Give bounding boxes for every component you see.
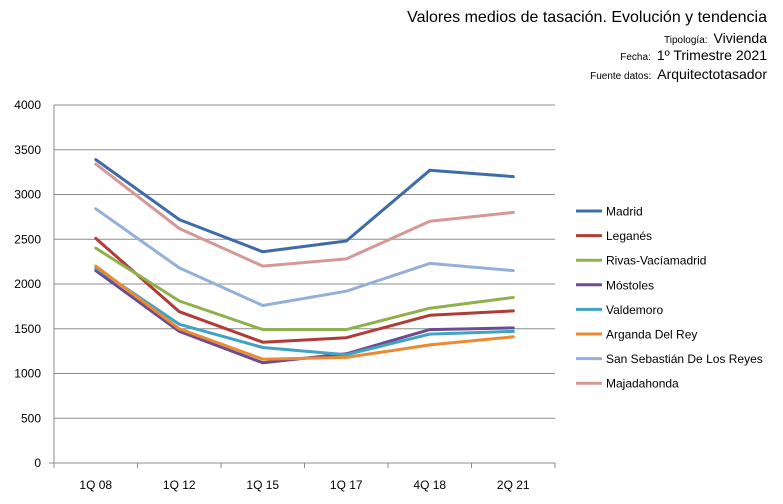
y-tick-label: 500 [21, 411, 41, 425]
y-tick-label: 0 [34, 456, 41, 470]
y-tick-label: 1000 [14, 367, 41, 381]
series-line-7 [94, 162, 515, 268]
legend-label-2: Rivas-Vacíamadrid [606, 254, 706, 268]
x-tick-label: 4Q 18 [413, 478, 446, 492]
fecha-row: Fecha: 1º Trimestre 2021 [620, 47, 767, 63]
series-line-6 [94, 207, 515, 307]
legend-label-6: San Sebastián De Los Reyes [606, 352, 763, 366]
fecha-value: 1º Trimestre 2021 [656, 47, 767, 63]
legend-label-3: Móstoles [606, 278, 654, 292]
y-tick-label: 1500 [14, 322, 41, 336]
y-tick-label: 4000 [14, 98, 41, 112]
legend-label-1: Leganés [606, 229, 652, 243]
fuente-label: Fuente datos: [590, 71, 652, 82]
series-line-4 [94, 266, 515, 357]
fuente-row: Fuente datos: Arquitectotasador [590, 66, 767, 82]
series-line-2 [94, 246, 515, 332]
x-tick-label: 1Q 15 [246, 478, 279, 492]
series-line-5 [94, 264, 515, 361]
tipologia-value: Vivienda [713, 30, 767, 46]
y-tick-label: 2500 [14, 232, 41, 246]
legend-label-5: Arganda Del Rey [606, 328, 697, 342]
fuente-value: Arquitectotasador [657, 66, 767, 82]
series-line-0 [94, 158, 515, 254]
y-tick-label: 2000 [14, 277, 41, 291]
legend-label-7: Majadahonda [606, 377, 679, 391]
y-tick-label: 3500 [14, 143, 41, 157]
tipologia-label: Tipología: [664, 35, 708, 46]
legend-label-0: Madrid [606, 205, 643, 219]
legend-label-4: Valdemoro [606, 303, 663, 317]
y-tick-label: 3000 [14, 188, 41, 202]
fecha-label: Fecha: [620, 52, 651, 63]
tipologia-row: Tipología: Vivienda [664, 30, 767, 46]
series-line-1 [94, 236, 515, 344]
chart-title: Valores medios de tasación. Evolución y … [407, 9, 767, 26]
x-tick-label: 1Q 08 [79, 478, 112, 492]
x-tick-label: 2Q 21 [497, 478, 530, 492]
x-tick-label: 1Q 12 [163, 478, 196, 492]
x-tick-label: 1Q 17 [330, 478, 363, 492]
